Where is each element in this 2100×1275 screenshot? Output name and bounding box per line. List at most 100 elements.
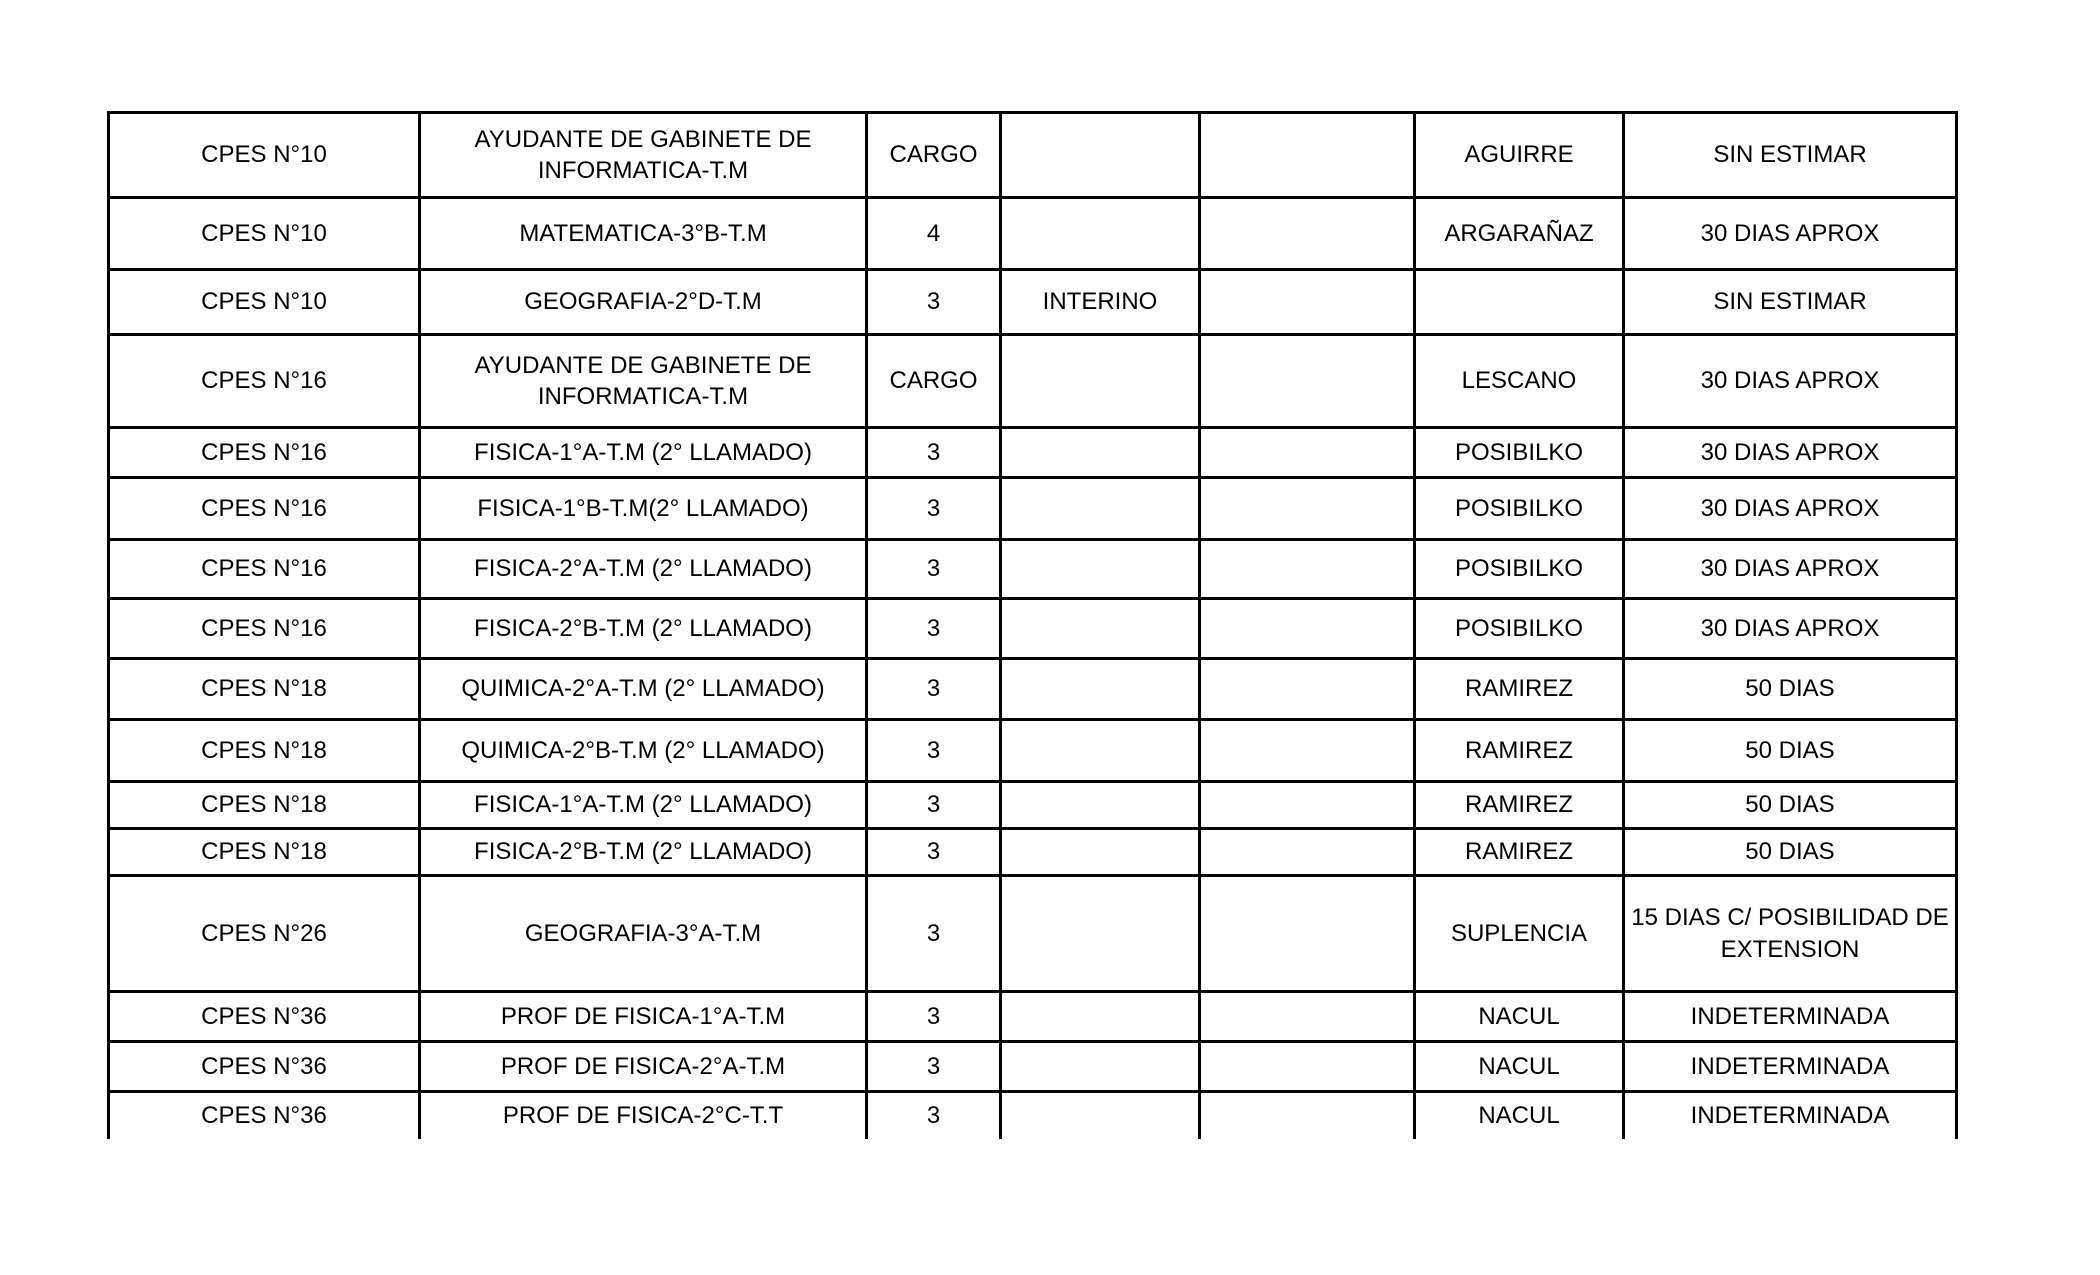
cell-duration: 30 DIAS APROX — [1622, 538, 1958, 600]
table-body: CPES N°10 AYUDANTE DE GABINETE DE INFORMA… — [107, 111, 1958, 1139]
cell-subject: GEOGRAFIA-3°A-T.M — [418, 874, 868, 993]
cell-subject: FISICA-1°B-T.M(2° LLAMADO) — [418, 476, 868, 541]
cell-hours: CARGO — [865, 333, 1002, 429]
cell-hours: CARGO — [865, 111, 1002, 199]
cell-duration: 30 DIAS APROX — [1622, 476, 1958, 541]
cell-name: POSIBILKO — [1413, 597, 1625, 660]
cell-duration: 30 DIAS APROX — [1622, 426, 1958, 479]
cell-subject: PROF DE FISICA-2°A-T.M — [418, 1040, 868, 1093]
cell-duration: SIN ESTIMAR — [1622, 268, 1958, 336]
cell-duration: SIN ESTIMAR — [1622, 111, 1958, 199]
cell-status — [999, 874, 1201, 993]
cell-hours: 3 — [865, 718, 1002, 783]
cell-status — [999, 1040, 1201, 1093]
cell-extra — [1198, 426, 1416, 479]
cell-extra — [1198, 1090, 1416, 1139]
cell-status: INTERINO — [999, 268, 1201, 336]
table-row: CPES N°18 QUIMICA-2°A-T.M (2° LLAMADO) 3 RA… — [107, 657, 1958, 721]
vacancy-table: CPES N°10 AYUDANTE DE GABINETE DE INFORMA… — [107, 111, 1958, 1139]
cell-duration: INDETERMINADA — [1622, 1040, 1958, 1093]
cell-subject: AYUDANTE DE GABINETE DE INFORMATICA-T.M — [418, 111, 868, 199]
cell-subject: GEOGRAFIA-2°D-T.M — [418, 268, 868, 336]
cell-extra — [1198, 333, 1416, 429]
cell-school: CPES N°16 — [107, 597, 421, 660]
cell-status — [999, 538, 1201, 600]
cell-hours: 3 — [865, 597, 1002, 660]
cell-extra — [1198, 874, 1416, 993]
cell-school: CPES N°16 — [107, 333, 421, 429]
cell-extra — [1198, 268, 1416, 336]
cell-school: CPES N°36 — [107, 1090, 421, 1139]
cell-status — [999, 476, 1201, 541]
cell-school: CPES N°18 — [107, 718, 421, 783]
cell-duration: 30 DIAS APROX — [1622, 196, 1958, 271]
cell-name: SUPLENCIA — [1413, 874, 1625, 993]
cell-school: CPES N°26 — [107, 874, 421, 993]
cell-school: CPES N°18 — [107, 657, 421, 721]
table-row: CPES N°16 AYUDANTE DE GABINETE DE INFORMA… — [107, 333, 1958, 429]
cell-extra — [1198, 718, 1416, 783]
cell-status — [999, 333, 1201, 429]
cell-extra — [1198, 657, 1416, 721]
cell-hours: 3 — [865, 780, 1002, 830]
cell-school: CPES N°36 — [107, 1040, 421, 1093]
cell-status — [999, 1090, 1201, 1139]
cell-school: CPES N°10 — [107, 268, 421, 336]
cell-school: CPES N°16 — [107, 476, 421, 541]
cell-name: LESCANO — [1413, 333, 1625, 429]
cell-status — [999, 426, 1201, 479]
cell-status — [999, 196, 1201, 271]
cell-school: CPES N°10 — [107, 111, 421, 199]
cell-subject: PROF DE FISICA-2°C-T.T — [418, 1090, 868, 1139]
cell-hours: 3 — [865, 874, 1002, 993]
cell-school: CPES N°16 — [107, 538, 421, 600]
cell-school: CPES N°18 — [107, 827, 421, 877]
cell-extra — [1198, 538, 1416, 600]
cell-hours: 3 — [865, 538, 1002, 600]
cell-hours: 3 — [865, 426, 1002, 479]
cell-name: NACUL — [1413, 990, 1625, 1043]
cell-school: CPES N°10 — [107, 196, 421, 271]
cell-name: NACUL — [1413, 1090, 1625, 1139]
cell-subject: FISICA-2°B-T.M (2° LLAMADO) — [418, 827, 868, 877]
cell-subject: FISICA-1°A-T.M (2° LLAMADO) — [418, 780, 868, 830]
cell-status — [999, 780, 1201, 830]
cell-status — [999, 657, 1201, 721]
cell-extra — [1198, 990, 1416, 1043]
table-row: CPES N°36 PROF DE FISICA-2°A-T.M 3 NACUL IND… — [107, 1040, 1958, 1093]
cell-status — [999, 111, 1201, 199]
table-row: CPES N°16 FISICA-1°B-T.M(2° LLAMADO) 3 POSI… — [107, 476, 1958, 541]
cell-hours: 4 — [865, 196, 1002, 271]
cell-hours: 3 — [865, 1090, 1002, 1139]
table-row: CPES N°16 FISICA-2°A-T.M (2° LLAMADO) 3 POS… — [107, 538, 1958, 600]
cell-extra — [1198, 476, 1416, 541]
cell-extra — [1198, 597, 1416, 660]
cell-duration: 15 DIAS C/ POSIBILIDAD DE EXTENSION — [1622, 874, 1958, 993]
cell-name: POSIBILKO — [1413, 426, 1625, 479]
cell-subject: QUIMICA-2°B-T.M (2° LLAMADO) — [418, 718, 868, 783]
cell-duration: INDETERMINADA — [1622, 990, 1958, 1043]
cell-hours: 3 — [865, 268, 1002, 336]
cell-school: CPES N°36 — [107, 990, 421, 1043]
table-row: CPES N°18 QUIMICA-2°B-T.M (2° LLAMADO) 3 RA… — [107, 718, 1958, 783]
cell-name: POSIBILKO — [1413, 476, 1625, 541]
cell-subject: FISICA-2°A-T.M (2° LLAMADO) — [418, 538, 868, 600]
cell-status — [999, 990, 1201, 1043]
table-row: CPES N°36 PROF DE FISICA-2°C-T.T 3 NACUL IND… — [107, 1090, 1958, 1139]
cell-name: POSIBILKO — [1413, 538, 1625, 600]
cell-subject: MATEMATICA-3°B-T.M — [418, 196, 868, 271]
cell-name: RAMIREZ — [1413, 718, 1625, 783]
cell-duration: 50 DIAS — [1622, 657, 1958, 721]
cell-subject: QUIMICA-2°A-T.M (2° LLAMADO) — [418, 657, 868, 721]
cell-name: AGUIRRE — [1413, 111, 1625, 199]
cell-subject: PROF DE FISICA-1°A-T.M — [418, 990, 868, 1043]
cell-subject: AYUDANTE DE GABINETE DE INFORMATICA-T.M — [418, 333, 868, 429]
cell-subject: FISICA-1°A-T.M (2° LLAMADO) — [418, 426, 868, 479]
cell-school: CPES N°18 — [107, 780, 421, 830]
cell-school: CPES N°16 — [107, 426, 421, 479]
cell-name — [1413, 268, 1625, 336]
cell-name: RAMIREZ — [1413, 657, 1625, 721]
cell-duration: INDETERMINADA — [1622, 1090, 1958, 1139]
cell-hours: 3 — [865, 990, 1002, 1043]
